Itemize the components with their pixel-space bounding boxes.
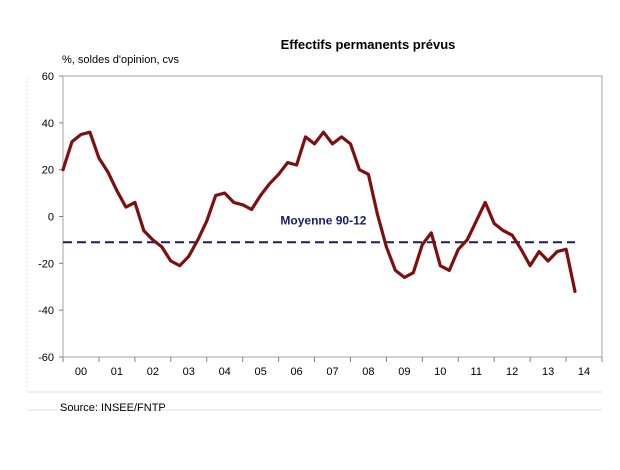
y-tick-label: 20 xyxy=(42,165,54,177)
x-tick-label: 14 xyxy=(578,366,590,378)
series-line xyxy=(61,130,577,293)
y-tick-label: -60 xyxy=(38,352,54,364)
x-tick-label: 02 xyxy=(147,366,159,378)
source-note: Source: INSEE/FNTP xyxy=(60,402,166,414)
average-reference-label: Moyenne 90-12 xyxy=(280,214,366,228)
x-tick-label: 12 xyxy=(506,366,518,378)
x-tick-label: 01 xyxy=(111,366,123,378)
chart-title: Effectifs permanents prévus xyxy=(281,37,456,52)
x-tick-label: 07 xyxy=(326,366,338,378)
x-tick-label: 13 xyxy=(542,366,554,378)
y-tick-label: 0 xyxy=(48,212,54,224)
y-axis-label: %, soldes d'opinion, cvs xyxy=(62,54,180,66)
y-tick-label: 60 xyxy=(42,71,54,83)
x-tick-label: 03 xyxy=(183,366,195,378)
y-tick-label: 40 xyxy=(42,118,54,130)
x-tick-label: 05 xyxy=(255,366,267,378)
x-tick-label: 11 xyxy=(471,366,482,378)
x-tick-label: 04 xyxy=(219,366,231,378)
y-tick-label: -20 xyxy=(38,258,54,270)
x-tick-label: 09 xyxy=(398,366,410,378)
y-tick-label: -40 xyxy=(38,305,54,317)
x-tick-label: 06 xyxy=(290,366,302,378)
plot-area: -60 -40 -20 0 20 40 60 00 01 02 03 04 05 06 07 08 09 10 11… xyxy=(26,71,603,411)
x-tick-label: 08 xyxy=(362,366,374,378)
x-tick-label: 00 xyxy=(75,366,87,378)
x-tick-label: 10 xyxy=(434,366,446,378)
